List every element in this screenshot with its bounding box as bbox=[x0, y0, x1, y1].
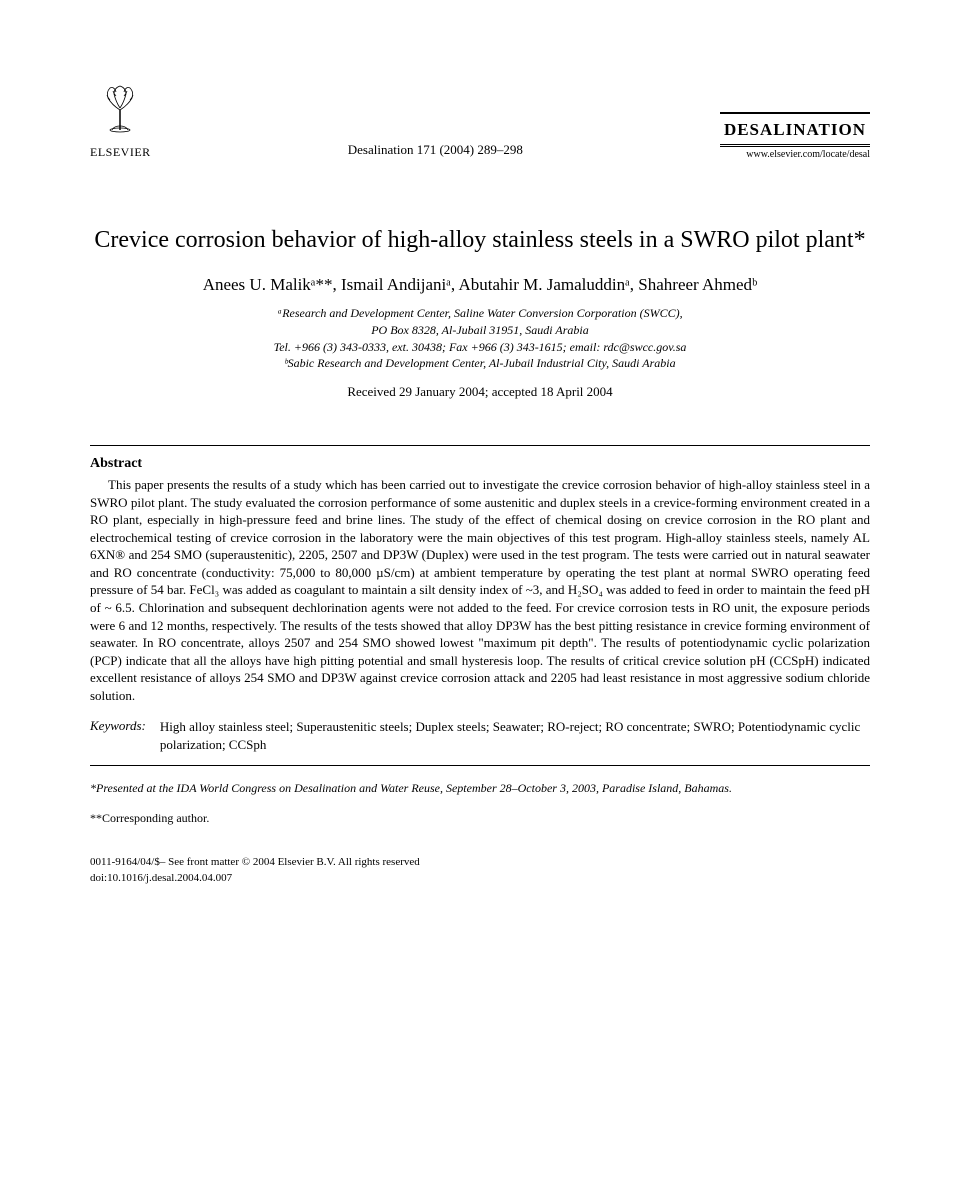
footnote-corresponding: **Corresponding author. bbox=[90, 810, 870, 827]
keywords-label: Keywords: bbox=[90, 718, 146, 754]
footnote-presented: *Presented at the IDA World Congress on … bbox=[90, 780, 870, 797]
publisher-name: ELSEVIER bbox=[90, 145, 151, 160]
abstract-heading: Abstract bbox=[90, 456, 870, 472]
keywords-row: Keywords: High alloy stainless steel; Su… bbox=[90, 718, 870, 754]
page-footer: 0011-9164/04/$– See front matter © 2004 … bbox=[90, 855, 870, 886]
journal-block: DESALINATION www.elsevier.com/locate/des… bbox=[720, 112, 870, 160]
elsevier-tree-icon bbox=[92, 80, 148, 141]
affiliation-a-line2: PO Box 8328, Al-Jubail 31951, Saudi Arab… bbox=[90, 322, 870, 339]
page-header: ELSEVIER Desalination 171 (2004) 289–298… bbox=[90, 80, 870, 160]
divider-rule bbox=[90, 765, 870, 766]
article-title: Crevice corrosion behavior of high-alloy… bbox=[90, 225, 870, 255]
citation-text: Desalination 171 (2004) 289–298 bbox=[151, 142, 720, 160]
journal-name: DESALINATION bbox=[720, 112, 870, 145]
affiliation-a-contact: Tel. +966 (3) 343-0333, ext. 30438; Fax … bbox=[90, 339, 870, 356]
divider-rule bbox=[90, 445, 870, 446]
received-dates: Received 29 January 2004; accepted 18 Ap… bbox=[90, 384, 870, 400]
journal-url: www.elsevier.com/locate/desal bbox=[720, 146, 870, 160]
copyright-text: 0011-9164/04/$– See front matter © 2004 … bbox=[90, 855, 870, 870]
affiliations-block: ᵃResearch and Development Center, Saline… bbox=[90, 305, 870, 372]
affiliation-b: ᵇSabic Research and Development Center, … bbox=[90, 355, 870, 372]
doi-text: doi:10.1016/j.desal.2004.04.007 bbox=[90, 871, 870, 886]
authors-list: Anees U. Malikᵃ**, Ismail Andijaniᵃ, Abu… bbox=[90, 275, 870, 295]
abstract-body: This paper presents the results of a stu… bbox=[90, 476, 870, 704]
affiliation-a-line1: ᵃResearch and Development Center, Saline… bbox=[90, 305, 870, 322]
keywords-text: High alloy stainless steel; Superausteni… bbox=[160, 718, 870, 754]
publisher-block: ELSEVIER bbox=[90, 80, 151, 160]
